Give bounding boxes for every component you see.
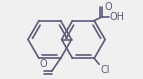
Text: O: O: [105, 2, 112, 12]
Text: Cl: Cl: [100, 65, 110, 75]
Text: OH: OH: [109, 12, 124, 22]
Text: O: O: [40, 59, 47, 69]
